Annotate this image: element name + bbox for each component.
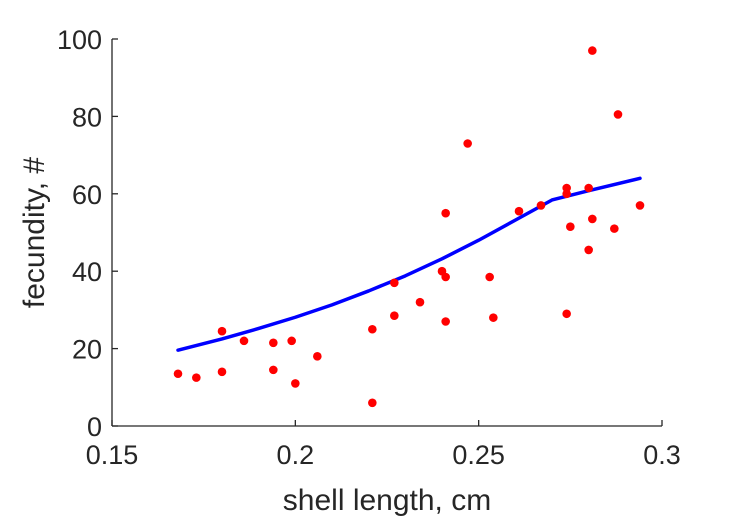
data-point [562, 189, 571, 199]
data-point [485, 272, 494, 282]
y-tick-label: 0 [87, 412, 102, 442]
x-axis-label: shell length, cm [283, 484, 491, 517]
y-tick-label: 20 [72, 335, 102, 365]
data-point [390, 311, 399, 321]
fit-curve [176, 176, 642, 352]
data-point [463, 139, 472, 148]
data-point [291, 379, 300, 388]
data-point [566, 222, 575, 231]
y-tick-label: 60 [72, 180, 102, 210]
data-point [313, 352, 322, 361]
data-point [441, 208, 450, 218]
y-tick-label: 40 [72, 257, 102, 287]
y-axis-label: fecundity, # [18, 157, 51, 309]
data-point [269, 338, 278, 348]
x-tick-label: 0.3 [643, 440, 681, 470]
data-point [368, 398, 377, 408]
x-tick-label: 0.15 [86, 440, 139, 470]
data-point [613, 110, 623, 119]
plot-area [173, 46, 645, 408]
data-point [390, 278, 399, 288]
data-point [173, 369, 183, 379]
data-point [441, 317, 450, 326]
data-point [269, 365, 278, 375]
data-point [415, 297, 425, 307]
data-point [584, 183, 593, 193]
x-tick-label: 0.25 [452, 440, 505, 470]
data-point [368, 324, 377, 334]
y-tick-label: 100 [57, 25, 102, 55]
data-point [192, 373, 201, 382]
data-point [588, 214, 597, 224]
data-point [562, 309, 571, 319]
data-point [588, 46, 597, 55]
x-tick-label: 0.2 [277, 440, 315, 470]
y-tick-label: 80 [72, 102, 102, 132]
data-point [489, 313, 498, 322]
data-point [441, 272, 450, 282]
axes: 0.15 0.2 0.25 0.3 0 20 40 60 80 100 [57, 25, 681, 470]
data-point [610, 224, 619, 233]
data-point [514, 206, 524, 216]
data-point [217, 326, 227, 336]
data-point [584, 245, 593, 255]
data-point [536, 201, 546, 210]
data-point [217, 367, 227, 377]
data-point [287, 336, 296, 346]
data-point [635, 201, 645, 210]
data-point [239, 336, 249, 346]
